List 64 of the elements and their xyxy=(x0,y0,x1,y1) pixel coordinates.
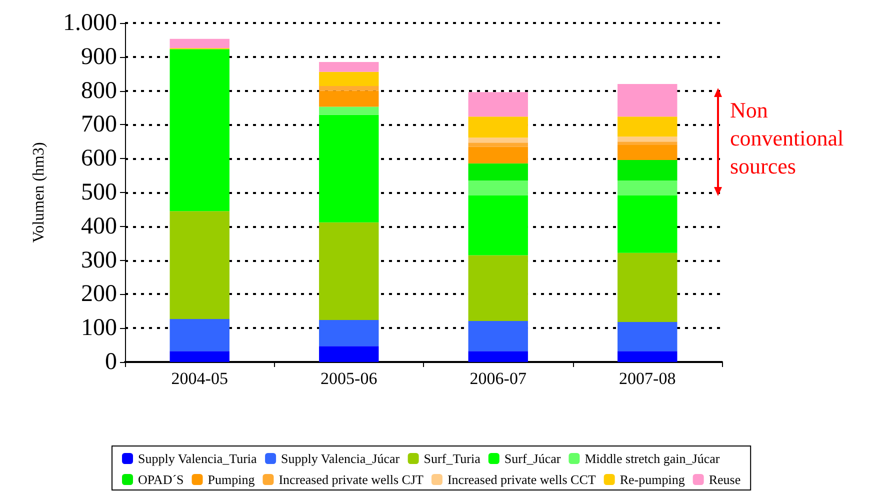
bar xyxy=(170,318,230,352)
bar xyxy=(618,351,678,362)
legend-label: Increased private wells CCT xyxy=(447,472,596,487)
bar xyxy=(468,351,528,362)
legend-label: Middle stretch gain_Júcar xyxy=(584,451,720,466)
bar xyxy=(319,346,379,362)
bar xyxy=(319,106,379,115)
bar xyxy=(170,49,230,212)
bar xyxy=(170,211,230,319)
bar xyxy=(319,72,379,86)
bar xyxy=(618,196,678,253)
legend-label: Surf_Júcar xyxy=(504,451,562,466)
bar xyxy=(170,351,230,362)
legend-label: Re-pumping xyxy=(620,472,686,487)
y-axis-title: Volumen (hm3) xyxy=(30,142,48,243)
y-tick-label: 1.000 xyxy=(63,10,117,36)
legend-label: Increased private wells CJT xyxy=(278,472,424,487)
legend-label: OPAD´S xyxy=(138,472,184,487)
bar xyxy=(319,86,379,91)
x-tick-label: 2004-05 xyxy=(171,369,228,388)
bar xyxy=(618,142,678,146)
legend-label: Supply Valencia_Turia xyxy=(138,451,258,466)
bar xyxy=(319,222,379,320)
bar xyxy=(618,180,678,196)
bar xyxy=(618,322,678,352)
bar xyxy=(618,136,678,142)
x-tick-label: 2007-08 xyxy=(619,369,676,388)
y-tick-label: 700 xyxy=(81,112,117,138)
bar xyxy=(319,320,379,346)
y-tick-label: 300 xyxy=(81,247,117,274)
bar xyxy=(468,92,528,117)
legend-label: Pumping xyxy=(208,472,256,487)
x-tick-label: 2005-06 xyxy=(320,369,378,388)
y-tick-label: 500 xyxy=(81,180,117,206)
bar xyxy=(468,180,528,196)
bar xyxy=(319,62,379,72)
bar xyxy=(468,146,528,164)
bar xyxy=(618,145,678,160)
y-tick-label: 200 xyxy=(81,281,117,308)
bar xyxy=(618,84,678,117)
y-tick-label: 0 xyxy=(105,349,117,375)
x-tick-label: 2006-07 xyxy=(470,369,527,388)
bar xyxy=(618,252,678,322)
text: Non conventional sources xyxy=(730,98,844,178)
y-tick-label: 100 xyxy=(81,315,117,342)
bar xyxy=(468,255,528,321)
bar xyxy=(319,114,379,222)
bar xyxy=(319,90,379,107)
bar xyxy=(618,160,678,181)
bar xyxy=(468,142,528,147)
bar xyxy=(468,116,528,138)
bar xyxy=(618,116,678,137)
y-tick-label: 900 xyxy=(81,44,117,70)
y-tick-label: 400 xyxy=(81,213,117,240)
y-tick-label: 600 xyxy=(81,146,117,172)
bar xyxy=(468,163,528,181)
legend-label: Reuse xyxy=(708,472,741,487)
bar xyxy=(468,320,528,352)
legend-label: Surf_Turia xyxy=(424,451,481,466)
bar xyxy=(468,196,528,256)
bar xyxy=(170,38,230,48)
legend-label: Supply Valencia_Júcar xyxy=(281,451,400,466)
bar xyxy=(468,138,528,143)
y-tick-label: 800 xyxy=(81,78,117,104)
